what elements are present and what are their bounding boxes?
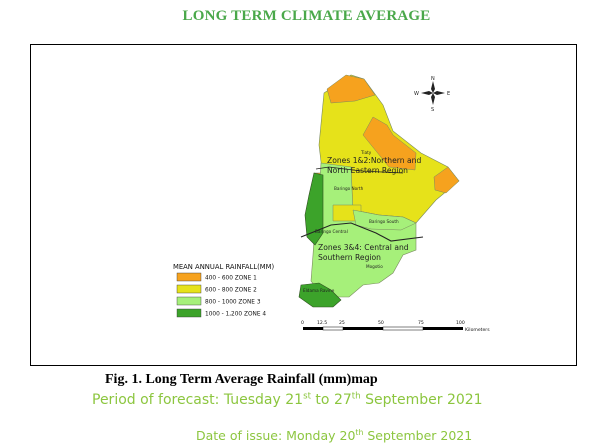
scale-tick: 100	[456, 320, 465, 326]
place-label-baringo-central: Baringo Central	[315, 229, 348, 234]
forecast-period-suffix: September 2021	[360, 392, 483, 408]
zone1-east-patch	[433, 166, 460, 194]
forecast-period-prefix: Period of forecast: Tuesday 21	[92, 392, 304, 408]
legend-label: 800 - 1000 ZONE 3	[205, 300, 261, 306]
legend-swatch	[176, 296, 202, 306]
zone1-north-patch	[326, 74, 376, 104]
place-label-tiaty: Tiaty	[360, 150, 372, 155]
region-label-zones12-line2: North Eastern Region	[327, 166, 408, 175]
place-label-eldama-ravine: Eldama Ravine	[303, 288, 335, 293]
legend-title: MEAN ANNUAL RAINFALL(MM)	[173, 263, 275, 271]
issue-date: Date of issue: Monday 20th September 202…	[196, 428, 472, 443]
forecast-period: Period of forecast: Tuesday 21st to 27th…	[92, 392, 483, 408]
zone-boundary-line	[300, 222, 424, 242]
compass-s: S	[431, 107, 434, 113]
region-label-zones12-line1: Zones 1&2:Northern and	[327, 156, 421, 165]
scale-tick: 12.5	[317, 320, 327, 326]
legend-swatch	[176, 284, 202, 294]
scale-unit: Kilometers	[465, 327, 490, 333]
scale-tick: 75	[418, 320, 424, 326]
legend-label: 600 - 800 ZONE 2	[205, 288, 257, 294]
issue-date-suffix: September 2021	[363, 428, 473, 443]
map-frame: Tiaty Baringo North Baringo South Baring…	[30, 44, 577, 366]
zone4-southwest-region	[298, 282, 342, 308]
region-label-zones34-line2: Southern Region	[318, 253, 381, 262]
issue-date-sup: th	[355, 427, 364, 437]
figure-caption: Fig. 1. Long Term Average Rainfall (mm)m…	[105, 372, 378, 387]
zone4-west-region	[304, 172, 324, 246]
legend-swatch	[176, 308, 202, 318]
rainfall-map: Tiaty Baringo North Baringo South Baring…	[173, 74, 490, 333]
north-arrow-icon: N S W E	[414, 76, 450, 113]
scale-tick: 50	[378, 320, 384, 326]
forecast-period-mid: to 27	[310, 392, 352, 408]
north-boundary-line	[315, 166, 404, 174]
legend-swatch	[176, 272, 202, 282]
compass-e: E	[447, 91, 450, 97]
region-label-zones34-line1: Zones 3&4: Central and	[318, 243, 409, 252]
compass-n: N	[431, 76, 435, 82]
scale-tick: 25	[339, 320, 345, 326]
legend-label: 400 - 600 ZONE 1	[205, 276, 257, 282]
zone1-northeast-patch	[362, 116, 417, 171]
scale-tick: 0	[301, 320, 304, 326]
place-label-baringo-south: Baringo South	[369, 219, 399, 224]
forecast-period-sup1: st	[303, 391, 311, 402]
scale-bar: 0 12.5 25 50 75 100 Kilometers	[301, 320, 490, 333]
legend-label: 1000 - 1,200 ZONE 4	[205, 312, 266, 318]
place-label-mogotio: Mogotio	[366, 264, 383, 269]
compass-w: W	[414, 91, 419, 97]
issue-date-prefix: Date of issue: Monday 20	[196, 428, 356, 443]
page-title: LONG TERM CLIMATE AVERAGE	[182, 8, 431, 24]
map-legend: MEAN ANNUAL RAINFALL(MM) 400 - 600 ZONE …	[173, 263, 275, 318]
place-label-baringo-north: Baringo North	[334, 186, 364, 191]
forecast-period-sup2: th	[351, 391, 361, 402]
